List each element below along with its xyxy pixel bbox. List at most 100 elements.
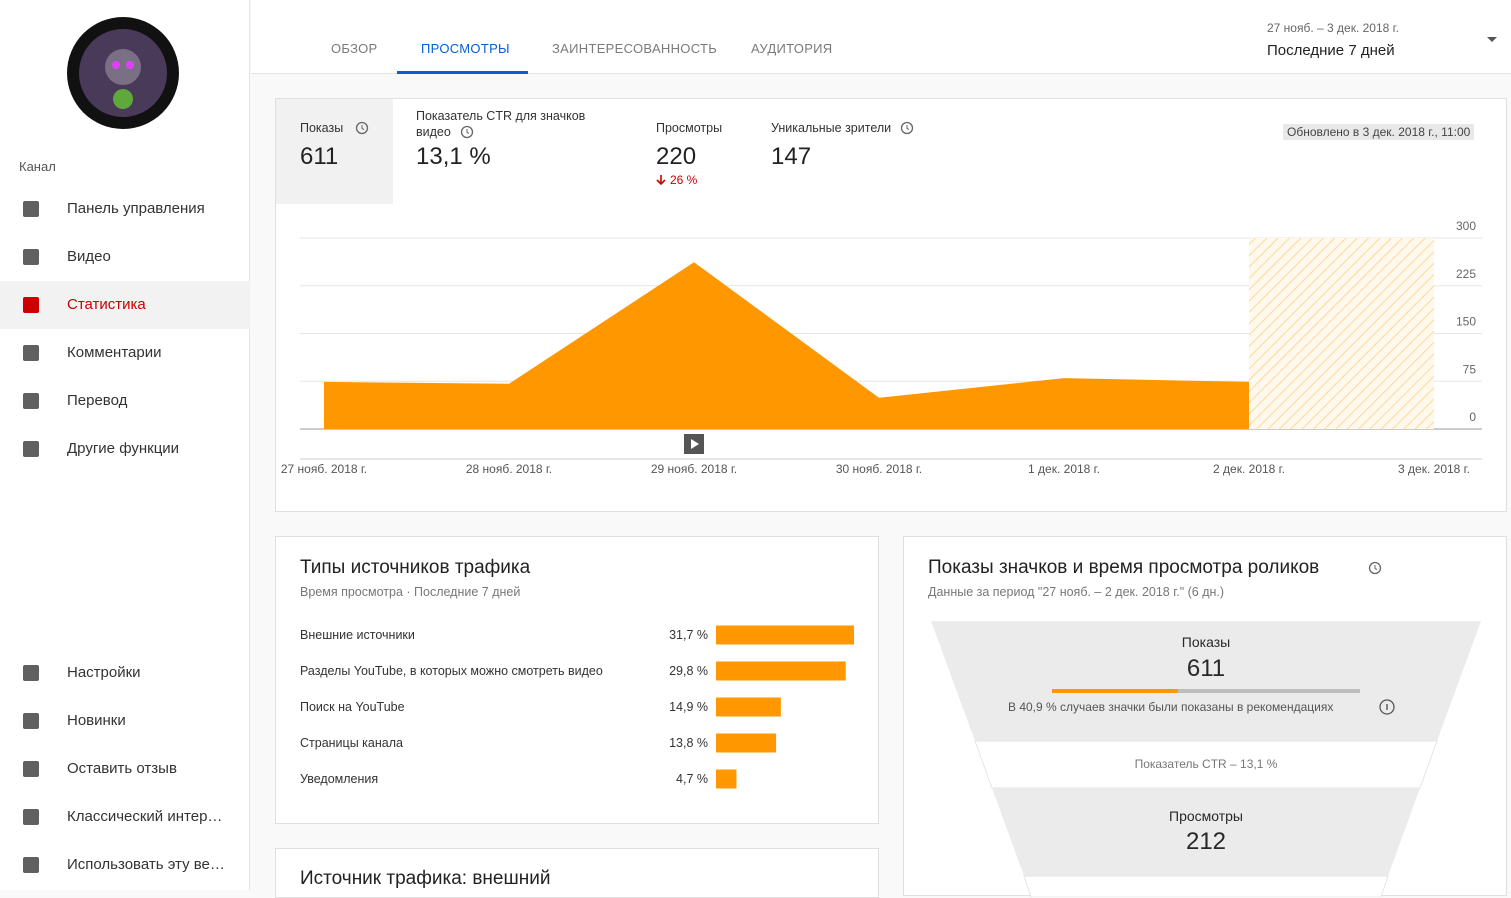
icon-shape xyxy=(23,713,39,729)
funnel-note: В 40,9 % случаев значки были показаны в … xyxy=(1008,700,1334,714)
tab[interactable]: АУДИТОРИЯ xyxy=(751,41,833,56)
nav-item[interactable]: Использовать эту ве… xyxy=(0,841,250,889)
tab[interactable]: ОБЗОР xyxy=(331,41,378,56)
nav-item[interactable]: Панель управления xyxy=(0,185,250,233)
funnel-value: 611 xyxy=(1186,655,1226,682)
down-arrow xyxy=(656,175,666,186)
funnel-card: Показы значков и время просмотра роликов… xyxy=(903,536,1507,897)
x-tick-label: 29 нояб. 2018 г. xyxy=(651,462,737,476)
area xyxy=(324,262,1249,429)
category-label: Уведомления xyxy=(300,772,378,786)
nav-icon xyxy=(23,665,39,681)
value-label: 31,7 % xyxy=(669,628,708,642)
avatar[interactable] xyxy=(67,17,179,129)
funnel-stage xyxy=(931,621,1481,741)
nav-item[interactable]: Новинки xyxy=(0,697,250,745)
category-label: Поиск на YouTube xyxy=(300,700,405,714)
nav-icon xyxy=(23,441,39,457)
info-icon[interactable] xyxy=(900,121,914,135)
info-icon[interactable] xyxy=(1368,561,1382,575)
nav-item[interactable]: Классический интер… xyxy=(0,793,250,841)
play-icon xyxy=(691,439,699,449)
section-label: Канал xyxy=(19,159,56,174)
metric-value: 13,1 % xyxy=(416,143,491,170)
nav-item[interactable]: Оставить отзыв xyxy=(0,745,250,793)
nav-label: Использовать эту ве… xyxy=(67,856,225,873)
incomplete-region xyxy=(1249,238,1434,429)
nav-icon xyxy=(23,345,39,361)
y-tick-label: 150 xyxy=(1456,315,1476,329)
y-tick-label: 75 xyxy=(1463,362,1477,376)
progress-bar xyxy=(1052,689,1178,693)
date-range: 27 нояб. – 3 дек. 2018 г. xyxy=(1267,21,1399,35)
nav-label: Панель управления xyxy=(67,200,205,217)
nav-label: Другие функции xyxy=(67,440,180,457)
nav-icon xyxy=(23,809,39,825)
views-chart: 0 75 150 225 300 27 нояб. 2018 г. 28 нояб. 201… xyxy=(281,219,1482,476)
icon-shape xyxy=(23,665,39,681)
nav-icon xyxy=(23,761,39,777)
funnel-stage xyxy=(992,788,1420,876)
icon-shape xyxy=(23,201,39,217)
value-label: 29,8 % xyxy=(669,664,708,678)
header: ОБЗОР ПРОСМОТРЫ ЗАИНТЕРЕСОВАННОСТЬ АУДИТОРИ… xyxy=(251,0,1511,74)
nav-item[interactable]: Видео xyxy=(0,233,250,281)
nav-icon xyxy=(23,201,39,217)
icon-shape xyxy=(23,345,39,361)
tab-indicator xyxy=(397,71,528,74)
sidebar: Канал Панель управления Видео Статистика Ко… xyxy=(0,0,250,890)
nav-label: Классический интер… xyxy=(67,808,223,825)
source-card: Источник трафика: внешний xyxy=(275,848,879,898)
info-icon[interactable] xyxy=(355,121,369,135)
bar xyxy=(716,733,777,753)
metric-name: Показы xyxy=(300,121,344,135)
category-label: Внешние источники xyxy=(300,628,415,642)
funnel-stage xyxy=(1023,875,1389,897)
x-tick-label: 27 нояб. 2018 г. xyxy=(281,462,367,476)
metric-change: 26 % xyxy=(670,173,698,187)
icon-shape xyxy=(23,297,39,313)
card-title: Источник трафика: внешний xyxy=(300,868,551,889)
nav-item[interactable]: Перевод xyxy=(0,377,250,425)
y-tick-label: 225 xyxy=(1456,267,1476,281)
y-tick-label: 0 xyxy=(1469,410,1476,424)
card-title: Типы источников трафика xyxy=(300,557,531,578)
bar xyxy=(716,661,846,681)
x-tick-label: 30 нояб. 2018 г. xyxy=(836,462,922,476)
metric-selected[interactable] xyxy=(276,99,393,204)
bar xyxy=(716,697,781,717)
icon-shape xyxy=(23,761,39,777)
info-icon[interactable] xyxy=(460,125,474,139)
nav-item[interactable]: Комментарии xyxy=(0,329,250,377)
nav-label: Новинки xyxy=(67,712,126,729)
value-label: 14,9 % xyxy=(669,700,708,714)
value-label: 13,8 % xyxy=(669,736,708,750)
nav-label: Перевод xyxy=(67,392,128,409)
x-tick-label: 1 дек. 2018 г. xyxy=(1028,462,1100,476)
bar xyxy=(716,769,737,789)
nav-label: Комментарии xyxy=(67,344,162,361)
date-preset[interactable]: Последние 7 дней xyxy=(1267,42,1395,59)
nav-icon xyxy=(23,297,39,313)
card-subtitle: Время просмотра · Последние 7 дней xyxy=(300,585,521,599)
category-label: Разделы YouTube, в которых можно смотрет… xyxy=(300,664,603,678)
nav-icon xyxy=(23,713,39,729)
nav-item[interactable]: Настройки xyxy=(0,649,250,697)
tab[interactable]: ЗАИНТЕРЕСОВАННОСТЬ xyxy=(552,41,718,56)
progress-track xyxy=(1052,689,1360,693)
x-tick-label: 2 дек. 2018 г. xyxy=(1213,462,1285,476)
metric-name: Просмотры xyxy=(656,121,723,135)
metric-value: 611 xyxy=(300,143,339,170)
traffic-chart: Внешние источники 31,7 % Разделы YouTube, … xyxy=(300,625,854,789)
info-icon[interactable] xyxy=(1379,699,1395,715)
metric-value: 220 xyxy=(656,143,697,170)
nav-item[interactable]: Другие функции xyxy=(0,425,250,473)
funnel-label: Просмотры xyxy=(1169,808,1243,824)
tab[interactable]: ПРОСМОТРЫ xyxy=(421,41,510,56)
icon-shape xyxy=(23,441,39,457)
funnel-value: 212 xyxy=(1185,828,1227,855)
metric-name: Показатель CTR для значков видео xyxy=(416,109,586,139)
nav-label: Видео xyxy=(67,248,111,265)
nav-item[interactable]: Статистика xyxy=(0,281,250,329)
dropdown-icon[interactable] xyxy=(1486,36,1498,44)
